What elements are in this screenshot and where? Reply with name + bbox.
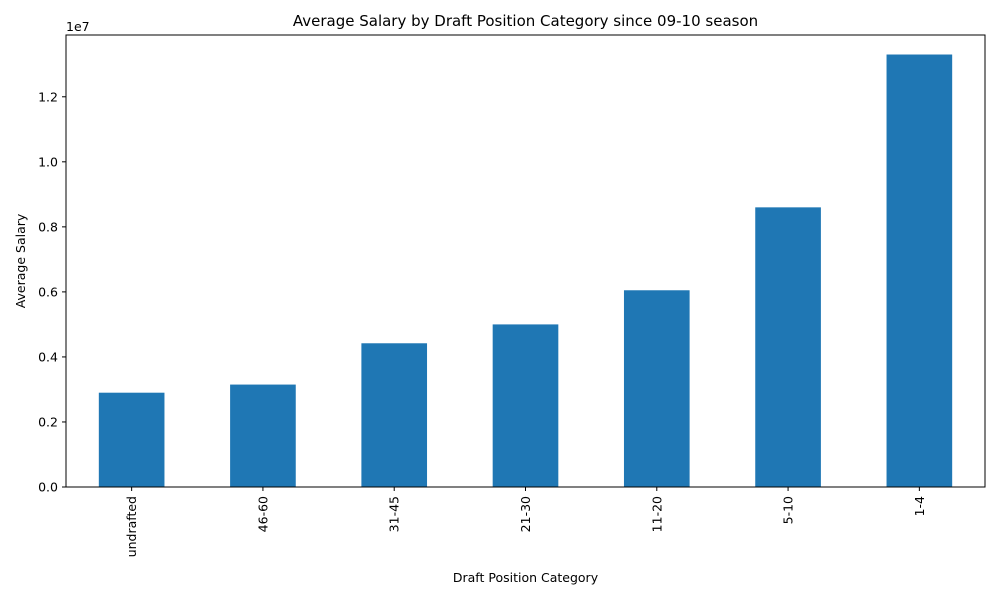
bar-5-10 — [755, 207, 821, 487]
y-tick-label: 1.2 — [38, 89, 58, 104]
bar-undrafted — [98, 392, 165, 487]
bar-21-30 — [492, 324, 559, 487]
bar-46-60 — [230, 384, 296, 487]
y-axis-ticks: 0.0 0.2 0.4 0.6 0.8 1.0 1.2 — [38, 89, 66, 495]
x-tick-label: 1-4 — [912, 496, 927, 516]
y-offset-text: 1e7 — [66, 19, 90, 34]
x-axis-ticks: undrafted 46-60 31-45 21-30 11-20 5-10 1-4 — [124, 487, 927, 557]
y-tick-label: 0.6 — [38, 284, 58, 299]
x-tick-label: 31-45 — [387, 496, 402, 532]
bars-group — [98, 54, 953, 487]
bar-1-4 — [886, 54, 953, 487]
y-axis-label: Average Salary — [13, 213, 28, 308]
y-tick-label: 0.2 — [38, 414, 58, 429]
y-tick-label: 1.0 — [38, 154, 58, 169]
x-tick-label: 21-30 — [518, 496, 533, 532]
x-axis-label: Draft Position Category — [453, 570, 599, 585]
plot-frame — [65, 34, 986, 488]
bar-31-45 — [361, 343, 428, 487]
y-tick-label: 0.4 — [38, 349, 58, 364]
bar-11-20 — [623, 290, 690, 487]
y-tick-label: 0.8 — [38, 219, 58, 234]
x-tick-label: undrafted — [124, 496, 139, 557]
chart-title: Average Salary by Draft Position Categor… — [293, 12, 758, 30]
x-tick-label: 11-20 — [649, 496, 664, 532]
y-tick-label: 0.0 — [38, 480, 58, 495]
x-tick-label: 46-60 — [255, 496, 270, 532]
x-tick-label: 5-10 — [781, 496, 796, 524]
